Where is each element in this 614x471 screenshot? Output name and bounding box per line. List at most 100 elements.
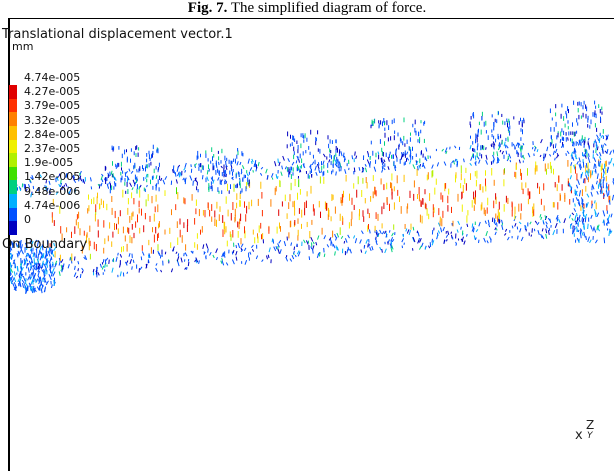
displacement-vector bbox=[218, 177, 219, 180]
displacement-vector bbox=[98, 272, 100, 275]
legend-color-segment bbox=[9, 112, 17, 126]
displacement-vector bbox=[580, 229, 581, 234]
displacement-vector bbox=[586, 163, 587, 168]
displacement-vector bbox=[576, 220, 578, 225]
displacement-vector bbox=[382, 231, 384, 234]
displacement-vector bbox=[78, 268, 79, 271]
displacement-vector bbox=[177, 256, 179, 261]
displacement-vector bbox=[360, 240, 362, 244]
displacement-vector bbox=[570, 175, 571, 179]
displacement-vector bbox=[418, 166, 419, 170]
displacement-vector bbox=[374, 167, 376, 172]
displacement-vector bbox=[418, 240, 419, 243]
displacement-vector bbox=[93, 269, 94, 272]
displacement-vector bbox=[535, 221, 537, 224]
displacement-vector bbox=[370, 161, 371, 166]
displacement-vector bbox=[33, 253, 34, 258]
displacement-vector bbox=[202, 175, 203, 179]
displacement-vector bbox=[378, 152, 379, 155]
displacement-vector bbox=[494, 222, 496, 225]
displacement-vector bbox=[479, 160, 480, 164]
displacement-vector bbox=[61, 259, 63, 262]
displacement-vector bbox=[184, 168, 186, 171]
displacement-vector bbox=[341, 151, 342, 156]
displacement-vector bbox=[47, 264, 48, 267]
displacement-vector bbox=[572, 218, 574, 220]
displacement-vector bbox=[502, 220, 503, 224]
displacement-vector bbox=[127, 261, 128, 264]
displacement-vector bbox=[132, 266, 133, 269]
displacement-vector bbox=[29, 261, 30, 264]
legend-tick-label: 2.37e-005 bbox=[24, 143, 80, 154]
displacement-vector bbox=[240, 162, 241, 165]
displacement-vector bbox=[236, 257, 237, 261]
displacement-vector bbox=[497, 151, 498, 156]
displacement-vector bbox=[324, 254, 325, 257]
displacement-vector bbox=[254, 164, 255, 167]
figure-caption-label: Fig. 7. bbox=[188, 0, 228, 16]
displacement-vector bbox=[210, 252, 212, 255]
displacement-vector bbox=[114, 181, 115, 186]
displacement-vector bbox=[141, 257, 142, 261]
displacement-vector bbox=[261, 167, 263, 169]
displacement-vector bbox=[316, 242, 317, 245]
displacement-vector bbox=[311, 237, 313, 241]
displacement-vector bbox=[588, 224, 589, 229]
displacement-vector bbox=[537, 149, 538, 152]
displacement-vector bbox=[233, 250, 234, 253]
displacement-vector bbox=[545, 215, 546, 219]
displacement-vector bbox=[271, 173, 273, 177]
displacement-vector bbox=[341, 236, 343, 239]
displacement-vector bbox=[588, 237, 590, 242]
displacement-vector bbox=[345, 169, 346, 174]
displacement-vector bbox=[499, 142, 500, 145]
displacement-vector bbox=[586, 236, 587, 240]
displacement-vector bbox=[31, 263, 32, 268]
displacement-vector bbox=[36, 279, 37, 283]
displacement-vector bbox=[337, 233, 339, 237]
3d-viewport[interactable] bbox=[8, 18, 614, 471]
displacement-vector bbox=[530, 222, 531, 225]
displacement-vector bbox=[345, 238, 347, 242]
displacement-vector bbox=[495, 232, 496, 235]
displacement-vector bbox=[312, 162, 313, 165]
displacement-vector bbox=[591, 215, 592, 219]
displacement-vector bbox=[105, 178, 106, 180]
displacement-vector bbox=[99, 184, 100, 189]
displacement-vector bbox=[276, 246, 277, 249]
displacement-vector bbox=[599, 157, 601, 160]
displacement-vector bbox=[286, 257, 288, 261]
displacement-vector bbox=[406, 229, 407, 232]
displacement-vector bbox=[365, 164, 366, 166]
displacement-vector bbox=[82, 271, 83, 273]
displacement-vector bbox=[177, 167, 178, 172]
displacement-vector bbox=[63, 264, 64, 268]
displacement-vector bbox=[589, 153, 590, 157]
displacement-vector bbox=[574, 228, 575, 233]
displacement-vector bbox=[485, 221, 486, 224]
displacement-vector bbox=[597, 213, 599, 217]
displacement-vector bbox=[486, 147, 487, 150]
displacement-vector bbox=[183, 178, 185, 180]
displacement-vector bbox=[578, 230, 579, 232]
displacement-vector bbox=[528, 153, 530, 157]
displacement-vector bbox=[370, 230, 371, 234]
displacement-vector bbox=[388, 242, 389, 245]
displacement-vector bbox=[244, 248, 246, 251]
displacement-vector bbox=[541, 217, 542, 220]
displacement-vector bbox=[335, 234, 336, 237]
displacement-vector bbox=[250, 252, 251, 255]
displacement-vector bbox=[319, 169, 320, 173]
displacement-vector bbox=[366, 240, 368, 244]
displacement-vector bbox=[380, 230, 382, 234]
displacement-vector bbox=[120, 254, 121, 257]
displacement-vector bbox=[130, 259, 132, 264]
displacement-vector bbox=[176, 252, 177, 254]
displacement-vector bbox=[541, 234, 543, 238]
displacement-vector bbox=[277, 176, 278, 179]
displacement-vector bbox=[548, 230, 549, 235]
displacement-vector bbox=[354, 168, 355, 173]
displacement-vector bbox=[98, 184, 99, 186]
displacement-vector bbox=[80, 274, 81, 278]
displacement-vector bbox=[610, 151, 612, 155]
